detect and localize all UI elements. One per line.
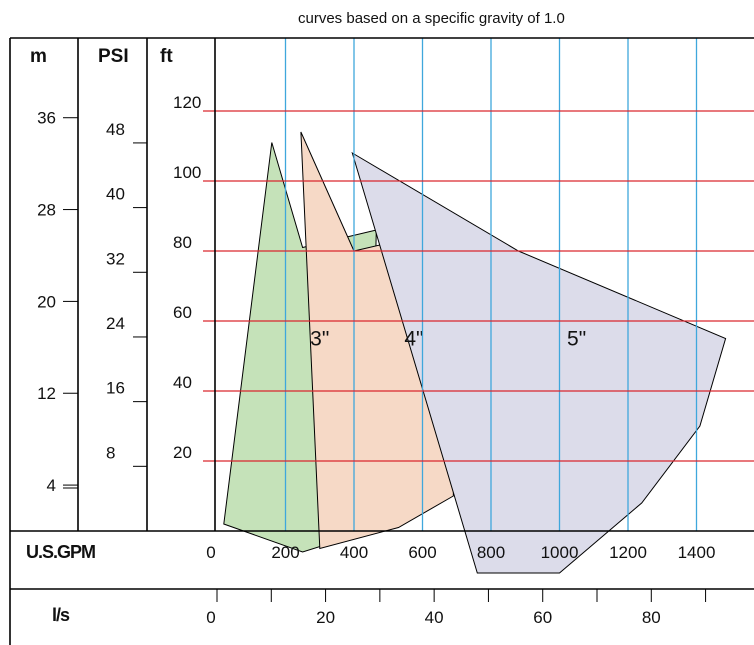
vertical-gridlines	[284, 38, 698, 531]
lps-tick-60: 60	[533, 608, 552, 627]
lps-tick-40: 40	[425, 608, 444, 627]
psi-scale: 8 16 24 32 40 48	[106, 120, 147, 467]
feet-scale: 20 40 60 80 100 120	[173, 93, 201, 462]
ft-tick-60: 60	[173, 303, 192, 322]
psi-tick-32: 32	[106, 249, 125, 268]
specific-gravity-note: curves based on a specific gravity of 1.…	[298, 10, 565, 27]
meters-header: m	[30, 46, 47, 67]
meters-scale: 4 12 20 28 36	[37, 109, 78, 495]
feet-header: ft	[160, 46, 173, 67]
gpm-tick-800: 800	[477, 543, 505, 562]
m-tick-4: 4	[47, 476, 56, 495]
region-label-5in: 5"	[567, 328, 586, 351]
ft-tick-20: 20	[173, 443, 192, 462]
ft-tick-40: 40	[173, 373, 192, 392]
psi-tick-24: 24	[106, 314, 125, 333]
psi-header: PSI	[98, 46, 129, 67]
gpm-tick-1000: 1000	[541, 543, 579, 562]
gpm-tick-0: 0	[206, 543, 215, 562]
gpm-tick-400: 400	[340, 543, 368, 562]
m-tick-20: 20	[37, 292, 56, 311]
lps-scale: 0 20 40 60 80	[206, 589, 707, 627]
psi-tick-48: 48	[106, 120, 125, 139]
lps-axis-label: l/s	[52, 605, 70, 625]
m-tick-36: 36	[37, 109, 56, 128]
m-tick-12: 12	[37, 384, 56, 403]
region-label-4in: 4"	[404, 328, 423, 351]
region-label-3in: 3"	[310, 328, 329, 351]
lps-tick-0: 0	[206, 608, 215, 627]
ft-tick-120: 120	[173, 93, 201, 112]
psi-tick-16: 16	[106, 379, 125, 398]
psi-tick-8: 8	[106, 443, 115, 462]
gpm-tick-1400: 1400	[678, 543, 716, 562]
gpm-tick-200: 200	[271, 543, 299, 562]
frame-lines	[9, 37, 754, 645]
horizontal-gridlines	[203, 110, 754, 462]
psi-tick-40: 40	[106, 185, 125, 204]
gpm-tick-1200: 1200	[609, 543, 647, 562]
gpm-axis-label: U.S.GPM	[26, 542, 95, 562]
gpm-tick-600: 600	[408, 543, 436, 562]
ft-tick-100: 100	[173, 163, 201, 182]
region-5in	[351, 151, 727, 574]
m-tick-28: 28	[37, 201, 56, 220]
gpm-scale: 0 200 400 600 800 1000 1200 1400	[206, 543, 715, 562]
pump-regions: 3" 4" 5"	[223, 131, 727, 574]
lps-tick-80: 80	[642, 608, 661, 627]
ft-tick-80: 80	[173, 233, 192, 252]
lps-tick-20: 20	[316, 608, 335, 627]
